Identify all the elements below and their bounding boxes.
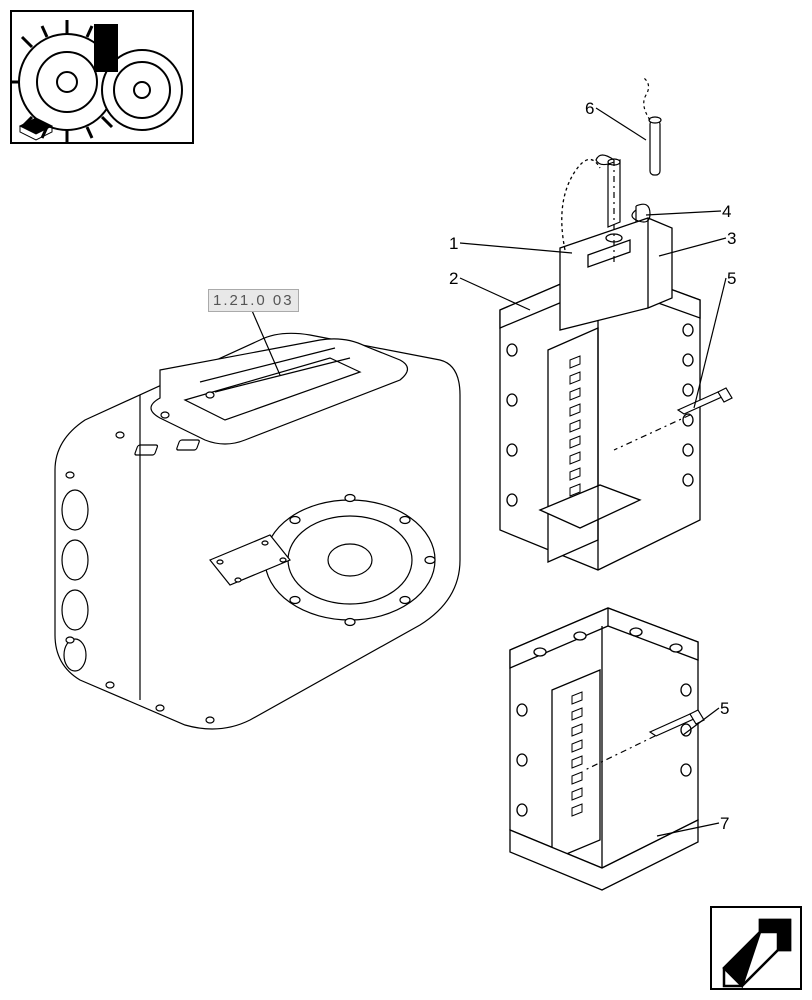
callout-5-lower: 5 bbox=[720, 700, 729, 717]
callout-7: 7 bbox=[720, 815, 729, 832]
chain-pin bbox=[644, 78, 661, 175]
tractor-wheels-icon bbox=[12, 12, 192, 142]
icon-box-top-left bbox=[10, 10, 194, 144]
callout-6: 6 bbox=[585, 100, 594, 117]
housing-assembly bbox=[55, 333, 460, 729]
callout-3: 3 bbox=[727, 230, 736, 247]
callout-5-upper: 5 bbox=[727, 270, 736, 287]
icon-box-bottom-right bbox=[710, 906, 802, 990]
callout-4: 4 bbox=[722, 203, 731, 220]
lower-bracket bbox=[510, 608, 698, 890]
callout-1: 1 bbox=[449, 235, 458, 252]
diagram-canvas: 1.21.0 03 1 2 3 4 5 5 6 7 bbox=[0, 0, 812, 1000]
navigate-arrow-icon bbox=[712, 908, 800, 988]
callout-2: 2 bbox=[449, 270, 458, 287]
parts-drawing bbox=[0, 0, 812, 1000]
lock-pin bbox=[596, 155, 620, 227]
reference-label: 1.21.0 03 bbox=[208, 289, 299, 312]
